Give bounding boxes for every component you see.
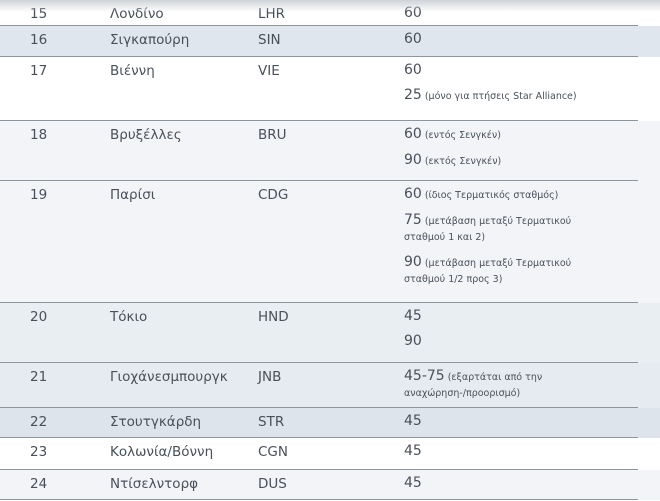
row-number: 19 — [30, 187, 48, 203]
table-row: 17 Βιέννη VIE 60 25 (μόνο για πτήσεις Star Al… — [0, 57, 660, 121]
table-row: 20 Τόκιο HND 45 90 — [0, 303, 660, 363]
table-row: 23 Κολωνία/Βόννη CGN 45 — [0, 438, 660, 470]
row-divider — [0, 407, 638, 408]
time-entry: 60 (εντός Σενγκέν) — [404, 127, 604, 143]
row-number: 18 — [30, 127, 48, 143]
row-divider — [0, 180, 638, 181]
airport-code: DUS — [258, 476, 287, 492]
minutes: 45 — [404, 475, 422, 491]
airport-code: HND — [258, 309, 289, 325]
airport-code: LHR — [258, 6, 286, 22]
city-name: Στουτγκάρδη — [110, 414, 202, 430]
minutes: 45-75 — [404, 368, 445, 384]
table-row: 24 Ντίσελντορφ DUS 45 — [0, 470, 660, 500]
minutes: 60 — [404, 186, 422, 202]
airport-code: STR — [258, 414, 285, 430]
minutes: 90 — [404, 333, 422, 349]
time-entry: 90 — [404, 334, 604, 349]
row-number: 23 — [30, 444, 48, 460]
table-row: 19 Παρίσι CDG 60 (ίδιος Τερματικός σταθμός) 7… — [0, 181, 660, 303]
connection-time: 45-75 (εξαρτάται από την αναχώρηση-/προορ… — [404, 369, 604, 411]
time-entry: 25 (μόνο για πτήσεις Star Alliance) — [404, 88, 604, 104]
row-divider — [0, 362, 638, 363]
time-note: (εξαρτάται από την αναχώρηση-/προορισμό) — [404, 372, 543, 399]
row-number: 20 — [30, 309, 48, 325]
time-note: (εκτός Σενγκέν) — [424, 156, 502, 167]
row-number: 24 — [30, 476, 48, 492]
minutes: 90 — [404, 254, 422, 270]
connection-time: 45 90 — [404, 309, 604, 359]
city-name: Βιέννη — [110, 63, 155, 79]
minutes: 45 — [404, 443, 422, 459]
row-divider — [0, 437, 638, 438]
row-number: 16 — [30, 32, 48, 48]
airport-code: VIE — [258, 63, 280, 79]
connection-time: 45 — [404, 476, 604, 501]
row-number: 17 — [30, 63, 48, 79]
row-divider — [0, 302, 638, 303]
time-entry: 45 — [404, 309, 604, 324]
time-entry: 90 (μετάβαση μεταξύ Τερματικού σταθμού 1/… — [404, 255, 604, 287]
time-entry: 60 (ίδιος Τερματικός σταθμός) — [404, 187, 604, 203]
city-name: Τόκιο — [110, 309, 148, 325]
time-entry: 60 — [404, 6, 604, 21]
airport-code: CDG — [258, 187, 289, 203]
airport-code: CGN — [258, 444, 288, 460]
time-entry: 45 — [404, 444, 604, 459]
time-entry: 60 — [404, 63, 604, 78]
connection-time: 60 — [404, 32, 604, 57]
minutes: 60 — [404, 31, 422, 47]
connection-time: 45 — [404, 414, 604, 439]
row-divider — [0, 56, 638, 57]
connection-time: 60 (εντός Σενγκέν) 90 (εκτός Σενγκέν) — [404, 127, 604, 179]
row-number: 22 — [30, 414, 48, 430]
time-note: (μετάβαση μεταξύ Τερματικού σταθμού 1 κα… — [404, 216, 572, 243]
city-name: Βρυξέλλες — [110, 127, 182, 143]
row-divider — [0, 499, 638, 500]
time-entry: 60 — [404, 32, 604, 47]
minutes: 90 — [404, 152, 422, 168]
city-name: Γιοχάνεσμπουργκ — [110, 369, 228, 385]
minutes: 75 — [404, 212, 422, 228]
minutes: 45 — [404, 308, 422, 324]
row-number: 21 — [30, 369, 48, 385]
connection-time: 45 — [404, 444, 604, 469]
minutes: 60 — [404, 5, 422, 21]
city-name: Ντίσελντορφ — [110, 476, 199, 492]
time-note: (μόνο για πτήσεις Star Alliance) — [424, 91, 577, 102]
minutes: 45 — [404, 413, 422, 429]
time-entry: 45-75 (εξαρτάται από την αναχώρηση-/προορ… — [404, 369, 604, 401]
connection-time: 60 (ίδιος Τερματικός σταθμός) 75 (μετάβαση … — [404, 187, 604, 297]
time-note: (μετάβαση μεταξύ Τερματικού σταθμού 1/2 … — [404, 258, 572, 285]
time-entry: 45 — [404, 476, 604, 491]
table-row: 15 Λονδίνο LHR 60 — [0, 0, 660, 26]
time-entry: 45 — [404, 414, 604, 429]
time-note: (εντός Σενγκέν) — [424, 130, 501, 141]
city-name: Παρίσι — [110, 187, 156, 203]
airport-code: JNB — [258, 369, 282, 385]
row-divider — [0, 469, 638, 470]
minutes: 60 — [404, 62, 422, 78]
city-name: Σιγκαπούρη — [110, 32, 190, 48]
row-divider — [0, 25, 638, 26]
time-note: (ίδιος Τερματικός σταθμός) — [424, 190, 559, 201]
connection-time: 60 25 (μόνο για πτήσεις Star Alliance) — [404, 63, 604, 114]
table-row: 18 Βρυξέλλες BRU 60 (εντός Σενγκέν) 90 (εκτός … — [0, 121, 660, 181]
airport-code: SIN — [258, 32, 281, 48]
minutes: 60 — [404, 126, 422, 142]
city-name: Κολωνία/Βόννη — [110, 444, 214, 460]
table-row: 21 Γιοχάνεσμπουργκ JNB 45-75 (εξαρτάται από … — [0, 363, 660, 408]
table-row: 16 Σιγκαπούρη SIN 60 — [0, 26, 660, 57]
row-number: 15 — [30, 6, 48, 22]
airport-code: BRU — [258, 127, 287, 143]
row-divider — [0, 120, 638, 121]
table-row: 22 Στουτγκάρδη STR 45 — [0, 408, 660, 438]
time-entry: 90 (εκτός Σενγκέν) — [404, 153, 604, 169]
city-name: Λονδίνο — [110, 6, 164, 22]
time-entry: 75 (μετάβαση μεταξύ Τερματικού σταθμού 1 … — [404, 213, 604, 245]
minutes: 25 — [404, 87, 422, 103]
